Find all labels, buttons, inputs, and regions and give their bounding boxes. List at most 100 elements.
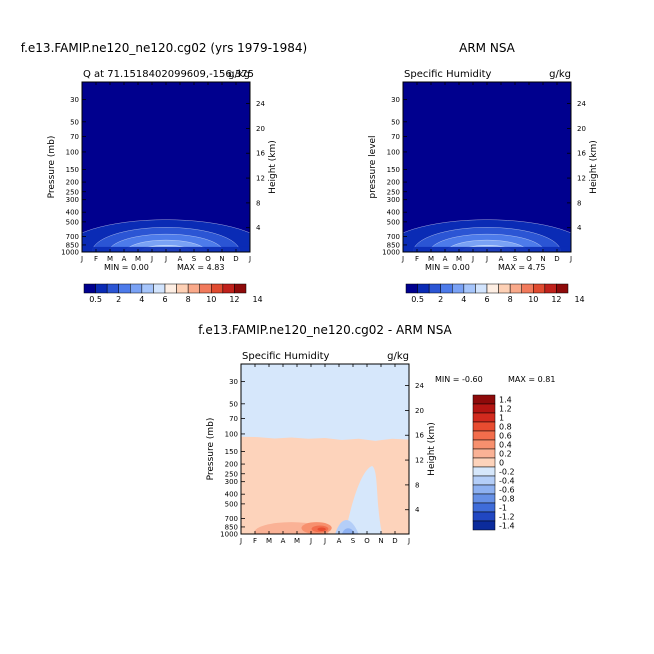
colorbar-swatch (472, 475, 496, 486)
colorbar-label: 4 (139, 295, 144, 304)
colorbar-label: -0.8 (499, 495, 515, 504)
colorbar-swatch (472, 403, 496, 414)
x-tick-label: S (351, 537, 356, 545)
x-tick-label: J (407, 537, 410, 545)
x-tick-label: J (248, 255, 251, 263)
y-axis-label: pressure level (368, 135, 378, 198)
colorbar-label: 12 (229, 295, 239, 304)
y-tick-label: 250 (225, 470, 238, 478)
x-tick-label: N (219, 255, 224, 263)
colorbar-label: 1 (499, 414, 504, 423)
x-tick-label: J (569, 255, 572, 263)
colorbar-swatch (83, 283, 96, 294)
y2-tick-label: 8 (415, 481, 419, 489)
colorbar-swatch (521, 283, 534, 294)
colorbar-label: 12 (551, 295, 561, 304)
x-tick-label: A (337, 537, 342, 545)
y-tick-label: 400 (225, 491, 238, 499)
x-tick-label: J (309, 537, 312, 545)
panel-title: f.e13.FAMIP.ne120_ne120.cg02 (yrs 1979-1… (21, 41, 308, 55)
x-tick-label: A (122, 255, 127, 263)
x-tick-label: M (428, 255, 434, 263)
colorbar-swatch (417, 283, 430, 294)
colorbar-swatch (440, 283, 453, 294)
x-tick-label: D (392, 537, 397, 545)
x-tick-label: J (239, 537, 242, 545)
colorbar-swatch (498, 283, 511, 294)
x-tick-label: J (80, 255, 83, 263)
y2-tick-label: 4 (577, 224, 582, 232)
colorbar-swatch (452, 283, 465, 294)
colorbar-swatch (118, 283, 131, 294)
x-tick-label: A (443, 255, 448, 263)
x-tick-label: S (192, 255, 197, 263)
colorbar-label: -0.4 (499, 477, 515, 486)
x-tick-label: J (485, 255, 488, 263)
y-tick-label: 200 (66, 179, 79, 187)
y2-tick-label: 24 (577, 100, 586, 108)
x-tick-label: N (378, 537, 383, 545)
colorbar-label: 8 (508, 295, 513, 304)
colorbar-label: -0.6 (499, 486, 515, 495)
y-tick-label: 850 (387, 241, 400, 249)
y-tick-label: 850 (225, 523, 238, 531)
colorbar-label: 0.5 (411, 295, 424, 304)
y-tick-label: 50 (229, 400, 238, 408)
colorbar-swatch (472, 439, 496, 450)
colorbar-label: 14 (574, 295, 584, 304)
colorbar-swatch (556, 283, 569, 294)
colorbar-label: 0 (499, 459, 504, 468)
colorbar-swatch (472, 493, 496, 504)
colorbar-swatch (472, 484, 496, 495)
colorbar-label: 6 (162, 295, 167, 304)
y-tick-label: 300 (66, 196, 79, 204)
contour-fill (403, 82, 571, 252)
y-tick-label: 30 (70, 96, 79, 104)
y2-tick-label: 20 (415, 407, 424, 415)
y-tick-label: 150 (387, 166, 400, 174)
y-tick-label: 300 (225, 478, 238, 486)
colorbar-label: 2 (116, 295, 121, 304)
colorbar-label: 2 (438, 295, 443, 304)
colorbar-swatch (141, 283, 154, 294)
colorbar-label: -1.2 (499, 513, 515, 522)
colorbar-swatch (405, 283, 418, 294)
min-value: MIN = -0.60 (435, 375, 483, 384)
y-tick-label: 70 (70, 133, 79, 141)
min-value: MIN = 0.00 (104, 263, 149, 272)
y-tick-label: 100 (66, 148, 79, 156)
x-tick-label: M (135, 255, 141, 263)
min-value: MIN = 0.00 (425, 263, 470, 272)
colorbar-obs: 0.5 2 4 6 8 10 12 14 (405, 283, 585, 304)
colorbar-label: 4 (461, 295, 466, 304)
colorbar-swatch (472, 412, 496, 423)
x-tick-label: M (266, 537, 272, 545)
colorbar-label: 1.2 (499, 405, 512, 414)
x-tick-label: O (364, 537, 370, 545)
x-tick-label: M (294, 537, 300, 545)
y-tick-label: 100 (225, 430, 238, 438)
x-tick-label: F (415, 255, 419, 263)
x-tick-label: J (401, 255, 404, 263)
colorbar-swatch (533, 283, 546, 294)
colorbar-label: 0.2 (499, 450, 512, 459)
colorbar-diff: 1.41.210.80.60.40.20-0.2-0.4-0.6-0.8-1-1… (472, 394, 515, 531)
y-tick-label: 250 (387, 188, 400, 196)
y-tick-label: 100 (387, 148, 400, 156)
y2-axis-label: Height (km) (589, 140, 599, 194)
y2-tick-label: 8 (256, 199, 260, 207)
y2-axis-label: Height (km) (427, 422, 437, 476)
panel-diff: J F M A M J J A S O N D J305070100150200250300400500… (198, 323, 555, 545)
colorbar-label: -1 (499, 504, 507, 513)
colorbar-label: 14 (252, 295, 262, 304)
panel-units: g/kg (228, 69, 250, 80)
colorbar-swatch (544, 283, 557, 294)
x-tick-label: D (554, 255, 559, 263)
panel-model: J F M A M J J A S O N D J305070100150200250300400500… (21, 41, 308, 304)
x-tick-label: J (164, 255, 167, 263)
colorbar-swatch (472, 448, 496, 459)
y2-tick-label: 4 (256, 224, 261, 232)
y2-tick-label: 16 (577, 150, 586, 158)
y-tick-label: 400 (66, 209, 79, 217)
